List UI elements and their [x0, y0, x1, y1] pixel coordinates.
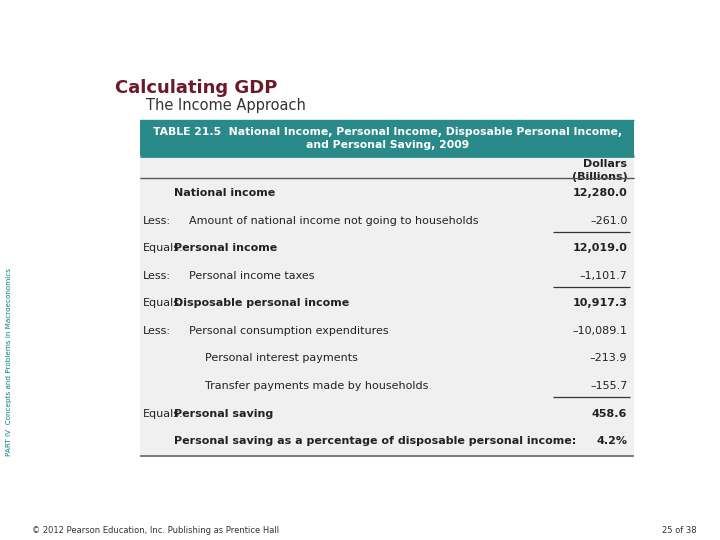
Text: PART IV  Concepts and Problems in Macroeconomics: PART IV Concepts and Problems in Macroec…: [6, 268, 12, 456]
Text: –10,089.1: –10,089.1: [572, 326, 627, 336]
Text: The Income Approach: The Income Approach: [145, 98, 306, 113]
FancyBboxPatch shape: [140, 156, 634, 456]
Text: –1,101.7: –1,101.7: [580, 271, 627, 281]
Text: National income: National income: [174, 188, 275, 198]
Text: Transfer payments made by households: Transfer payments made by households: [205, 381, 428, 391]
Text: –213.9: –213.9: [590, 354, 627, 363]
Text: and Personal Saving, 2009: and Personal Saving, 2009: [305, 140, 469, 151]
Text: Less:: Less:: [143, 271, 171, 281]
Text: 10,917.3: 10,917.3: [572, 299, 627, 308]
Text: Personal consumption expenditures: Personal consumption expenditures: [189, 326, 389, 336]
Text: Calculating GDP: Calculating GDP: [115, 79, 277, 97]
Text: TABLE 21.5  National Income, Personal Income, Disposable Personal Income,: TABLE 21.5 National Income, Personal Inc…: [153, 127, 621, 137]
Text: 458.6: 458.6: [592, 409, 627, 419]
Text: 12,280.0: 12,280.0: [572, 188, 627, 198]
Text: Less:: Less:: [143, 326, 171, 336]
Text: Personal income taxes: Personal income taxes: [189, 271, 315, 281]
Text: –155.7: –155.7: [590, 381, 627, 391]
Text: Equals:: Equals:: [143, 299, 184, 308]
Text: 12,019.0: 12,019.0: [572, 244, 627, 253]
Text: Personal income: Personal income: [174, 244, 277, 253]
Text: Equals:: Equals:: [143, 409, 184, 419]
Text: Dollars
(Billions): Dollars (Billions): [572, 159, 627, 182]
Text: –261.0: –261.0: [590, 216, 627, 226]
Text: 4.2%: 4.2%: [596, 436, 627, 446]
Text: © 2012 Pearson Education, Inc. Publishing as Prentice Hall: © 2012 Pearson Education, Inc. Publishin…: [32, 525, 279, 535]
Text: Personal interest payments: Personal interest payments: [205, 354, 358, 363]
Text: Less:: Less:: [143, 216, 171, 226]
FancyBboxPatch shape: [140, 120, 634, 156]
Text: Equals:: Equals:: [143, 244, 184, 253]
Text: Disposable personal income: Disposable personal income: [174, 299, 349, 308]
Text: Personal saving as a percentage of disposable personal income:: Personal saving as a percentage of dispo…: [174, 436, 576, 446]
Text: Amount of national income not going to households: Amount of national income not going to h…: [189, 216, 479, 226]
Text: 25 of 38: 25 of 38: [662, 525, 697, 535]
Text: Personal saving: Personal saving: [174, 409, 273, 419]
